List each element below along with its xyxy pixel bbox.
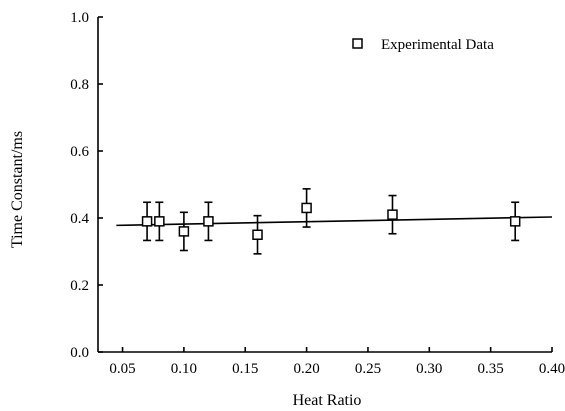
point-marker (154, 216, 165, 227)
data-point (252, 214, 263, 255)
point-marker (301, 202, 312, 214)
fit-line (116, 216, 553, 227)
y-tick-label: 0.2 (70, 278, 89, 294)
x-tick-label: 0.35 (478, 361, 504, 377)
point-marker (141, 216, 153, 227)
data-point (301, 188, 312, 228)
y-tick-label: 1.0 (70, 10, 89, 26)
legend-marker (352, 38, 363, 49)
point-marker (252, 229, 263, 240)
y-tick-label: 0.6 (70, 144, 89, 160)
point-marker (509, 216, 521, 227)
x-tick-label: 0.25 (355, 361, 381, 377)
x-tick-label: 0.10 (171, 361, 197, 377)
x-tick-label: 0.20 (293, 361, 319, 377)
y-tick-label: 0.0 (70, 345, 89, 361)
y-tick-label: 0.8 (70, 77, 89, 93)
x-tick-label: 0.05 (109, 361, 135, 377)
x-tick-label: 0.15 (232, 361, 258, 377)
x-tick-label: 0.40 (539, 361, 565, 377)
point-marker (203, 216, 214, 227)
y-axis-title: Time Constant/ms (9, 131, 26, 248)
data-point (203, 201, 214, 242)
y-tick-label: 0.4 (70, 211, 89, 227)
x-tick-label: 0.30 (416, 361, 442, 377)
data-point (154, 201, 165, 242)
x-axis-title: Heat Ratio (293, 392, 362, 409)
legend-label: Experimental Data (381, 37, 494, 53)
data-point (387, 194, 398, 235)
data-point (141, 201, 153, 242)
data-point (509, 201, 521, 242)
point-marker (387, 209, 398, 220)
point-marker (178, 226, 190, 237)
data-point (178, 211, 190, 252)
